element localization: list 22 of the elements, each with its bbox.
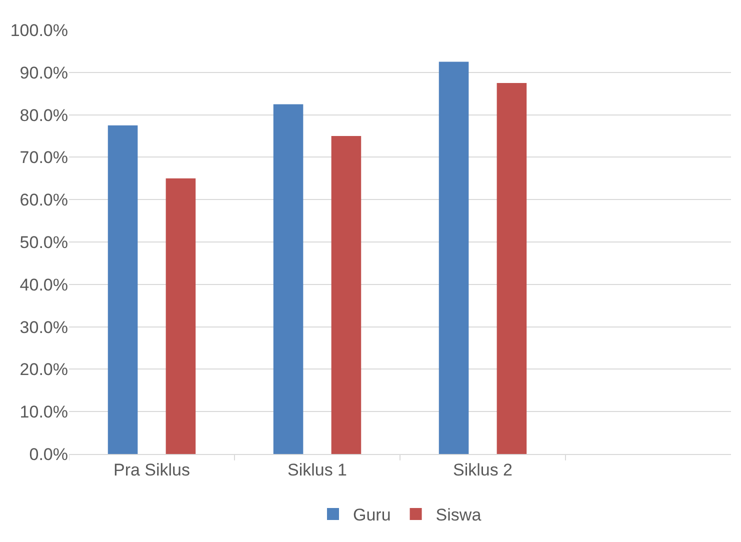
y-tick-label: 30.0%: [20, 318, 68, 337]
y-tick-label: 90.0%: [20, 63, 68, 82]
x-tick-label: Siklus 2: [452, 460, 513, 480]
x-tick-label: Pra Siklus: [113, 460, 190, 480]
y-tick-label: 10.0%: [20, 402, 68, 422]
y-tick-label: 100.0%: [10, 20, 68, 40]
y-tick-label: 60.0%: [20, 190, 68, 210]
bar: [331, 136, 362, 454]
legend-label: Guru: [353, 506, 391, 525]
bar: [438, 62, 469, 454]
x-tick-label: Siklus 1: [287, 460, 348, 480]
y-tick-label: 40.0%: [20, 275, 68, 294]
bar: [496, 83, 527, 454]
bar: [166, 178, 196, 454]
y-tick-label: 20.0%: [20, 360, 68, 380]
y-tick-label: 70.0%: [20, 148, 68, 168]
legend-label: Siswa: [436, 506, 482, 525]
y-tick-label: 80.0%: [20, 106, 68, 125]
bar: [273, 104, 304, 454]
y-tick-label: 50.0%: [20, 232, 68, 252]
y-tick-label: 0.0%: [29, 444, 68, 464]
bar: [108, 125, 138, 454]
